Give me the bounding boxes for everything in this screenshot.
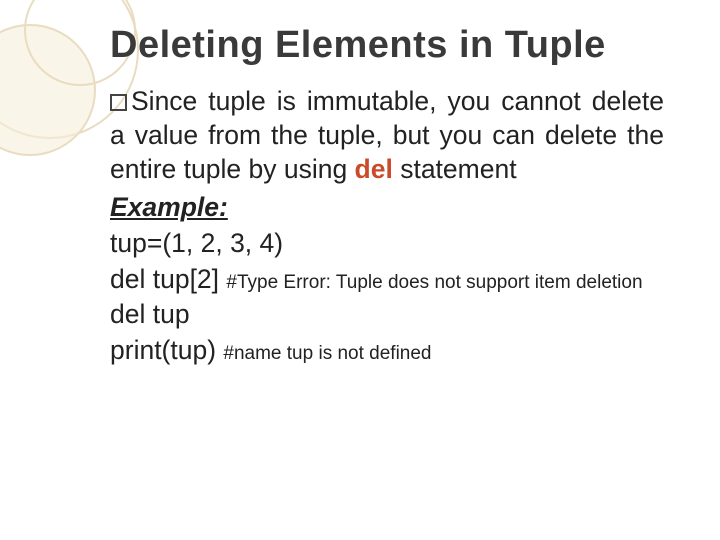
bullet-square-icon	[110, 94, 127, 111]
code-line-4-code: print(tup)	[110, 335, 223, 365]
code-line-4-comment: #name tup is not defined	[223, 343, 431, 364]
code-line-2-code: del tup[2]	[110, 264, 226, 294]
keyword-del: del	[355, 154, 393, 184]
para-prefix: Since	[131, 86, 197, 116]
para-suffix: statement	[393, 154, 517, 184]
code-line-2: del tup[2] #Type Error: Tuple does not s…	[110, 263, 664, 297]
slide-content: Deleting Elements in Tuple Since tuple i…	[0, 0, 720, 368]
slide-title: Deleting Elements in Tuple	[110, 24, 664, 67]
code-line-3: del tup	[110, 298, 664, 332]
example-heading: Example:	[110, 191, 664, 225]
code-line-1: tup=(1, 2, 3, 4)	[110, 227, 664, 261]
slide-body: Since tuple is immutable, you cannot del…	[110, 85, 664, 368]
explanation-paragraph: Since tuple is immutable, you cannot del…	[110, 85, 664, 187]
code-line-2-comment: #Type Error: Tuple does not support item…	[226, 272, 642, 293]
code-line-4: print(tup) #name tup is not defined	[110, 334, 664, 368]
